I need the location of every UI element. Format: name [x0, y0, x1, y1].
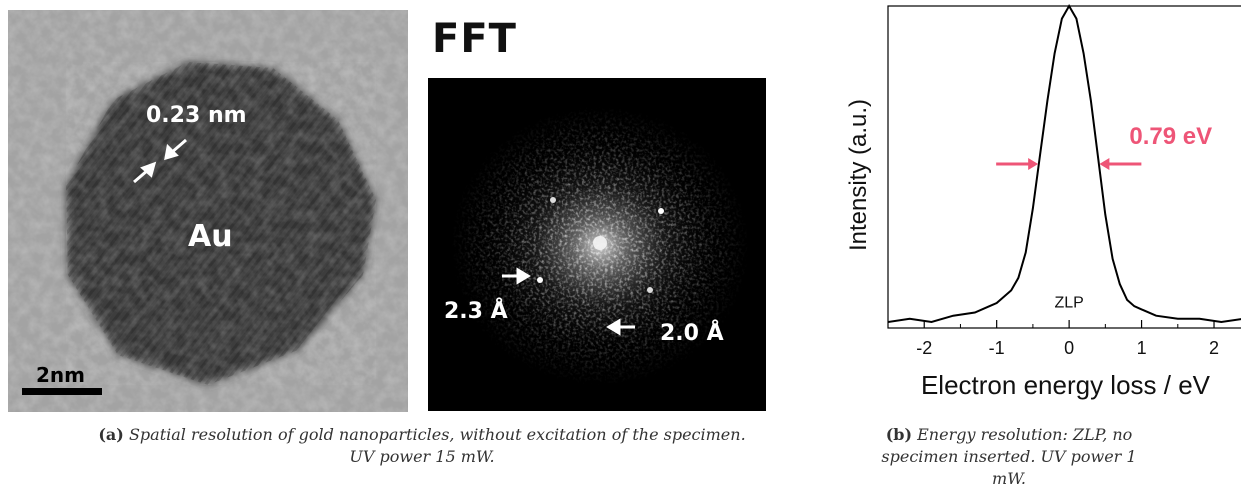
caption-a: (a) Spatial resolution of gold nanoparti…	[92, 424, 752, 468]
scale-bar	[22, 388, 102, 395]
zlp-chart-svg: -2 -1 0 1 2 Electron energy loss / eV Intens…	[845, 3, 1241, 400]
x-tick-label: 2	[1209, 338, 1219, 358]
x-tick-label: -2	[916, 338, 932, 358]
particle-label-au: Au	[188, 219, 233, 254]
fft-image-panel: 2.3 Å 2.0 Å	[428, 78, 766, 411]
fft-spot-label-2: 2.0 Å	[660, 320, 724, 346]
caption-b: (b) Energy resolution: ZLP, no specimen …	[878, 424, 1140, 490]
fft-title: FFT	[432, 16, 517, 62]
x-tick-label: -1	[989, 338, 1005, 358]
lattice-spacing-label: 0.23 nm	[146, 103, 247, 128]
x-axis-label: Electron energy loss / eV	[921, 370, 1211, 400]
fwhm-arrows	[996, 158, 1142, 170]
x-tick-label: 1	[1137, 338, 1147, 358]
fwhm-label: 0.79 eV	[1129, 123, 1212, 150]
tem-image: 0.23 nm Au 2nm	[8, 10, 408, 412]
zlp-chart: -2 -1 0 1 2 Electron energy loss / eV Intens…	[836, 0, 1241, 420]
zlp-annotation: ZLP	[1054, 294, 1083, 311]
scalebar-label: 2nm	[36, 363, 85, 387]
fft-spot-label-1: 2.3 Å	[444, 298, 508, 324]
caption-b-tag: (b)	[885, 425, 913, 444]
fwhm-arrowhead-icon	[1099, 158, 1110, 170]
fft-arrow-icon-1	[502, 267, 531, 285]
fft-image: 2.3 Å 2.0 Å	[428, 78, 766, 411]
caption-a-tag: (a)	[98, 425, 124, 444]
caption-a-text: Spatial resolution of gold nanoparticles…	[128, 425, 746, 466]
lattice-arrow-icon	[133, 138, 187, 184]
fft-arrow-icon-2	[606, 318, 635, 336]
zlp-line	[887, 3, 1241, 324]
tem-image-panel: 0.23 nm Au 2nm	[8, 10, 408, 412]
y-axis-label: Intensity (a.u.)	[845, 99, 872, 251]
fwhm-arrowhead-icon	[1028, 158, 1039, 170]
x-tick-label: 0	[1064, 338, 1074, 358]
caption-b-text: Energy resolution: ZLP, no specimen inse…	[881, 425, 1137, 488]
plot-frame	[887, 5, 1241, 329]
